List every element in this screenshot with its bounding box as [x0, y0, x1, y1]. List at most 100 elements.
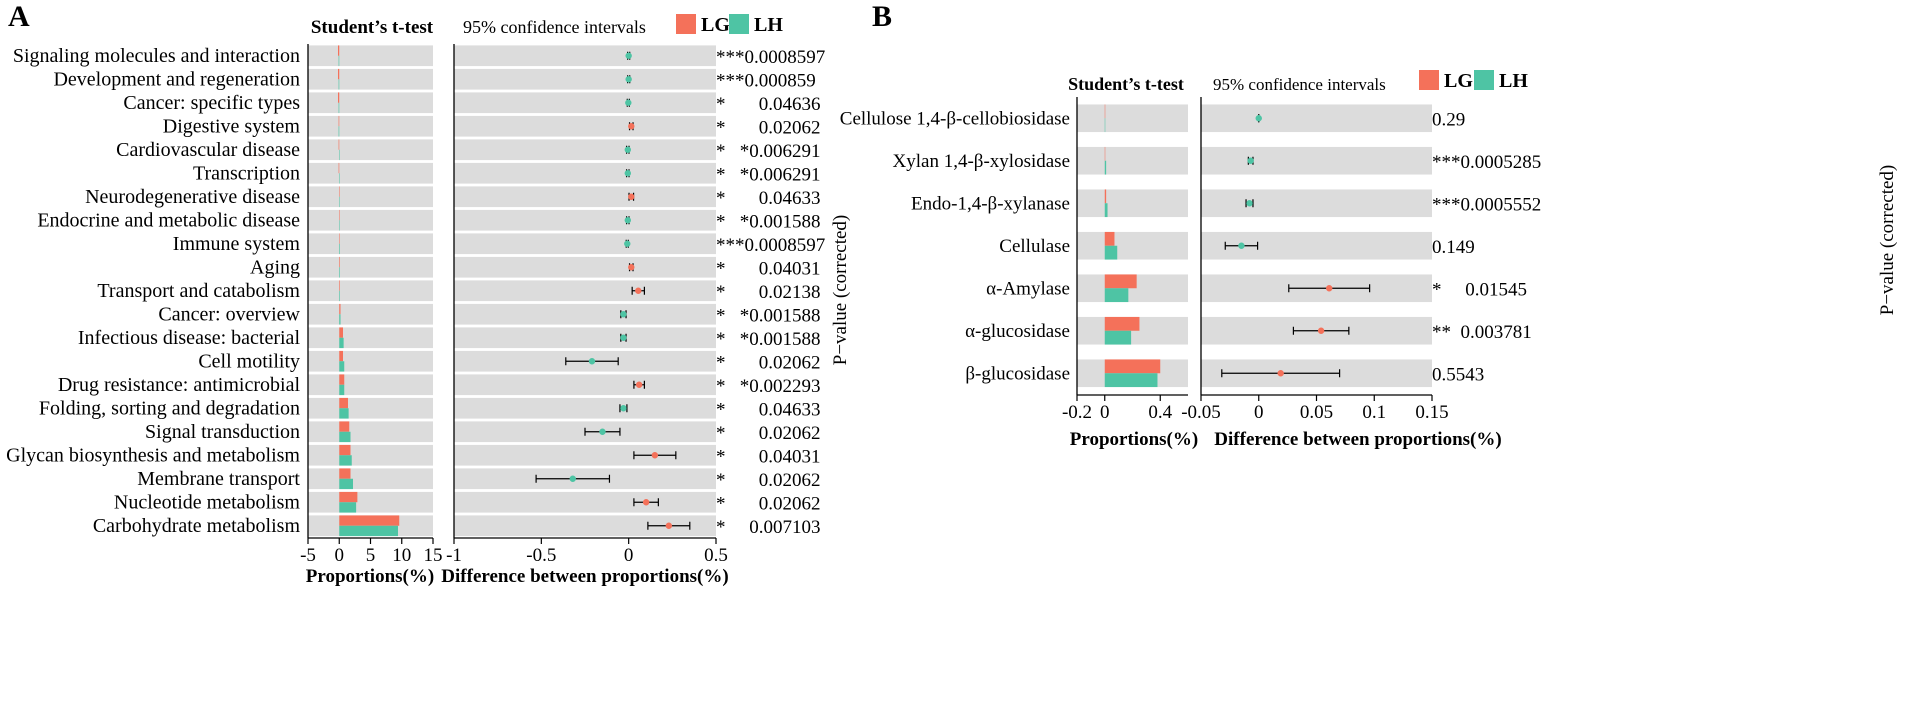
row-band-left	[308, 468, 433, 490]
bar-lg	[338, 45, 340, 56]
category-label: Cell motility	[198, 350, 300, 372]
difference-point	[625, 52, 632, 59]
p-value-label: 0.29	[1432, 109, 1465, 130]
left-tick-label: 5	[366, 545, 376, 566]
right-tick-label: 0.1	[1362, 402, 1386, 423]
p-value-label: ***0.000859	[716, 70, 816, 91]
bar-lh	[339, 478, 353, 490]
difference-point	[1247, 157, 1254, 164]
ci-title: 95% confidence intervals	[1213, 75, 1386, 94]
bar-lh	[1104, 160, 1107, 175]
bar-lg	[1104, 359, 1161, 374]
row-band-left	[1077, 146, 1188, 175]
test-title: Student’s t-test	[311, 17, 434, 38]
row-band-left	[1077, 189, 1188, 218]
row-band-right	[454, 515, 716, 537]
right-tick-label: 0	[1254, 402, 1264, 423]
difference-point	[569, 475, 576, 482]
row-band-right	[454, 45, 716, 67]
bar-lh	[338, 126, 340, 137]
bar-lh	[339, 408, 349, 419]
bar-lg	[338, 162, 340, 174]
p-value-label: 0.149	[1432, 237, 1475, 258]
difference-point	[1326, 285, 1333, 292]
ci-title: 95% confidence intervals	[463, 17, 646, 37]
difference-point	[620, 405, 627, 412]
category-label: Cardiovascular disease	[116, 139, 300, 161]
row-band-left	[308, 444, 433, 466]
p-value-label: * *0.002293	[716, 376, 821, 397]
category-label: Folding, sorting and degradation	[39, 397, 300, 419]
category-label: Cancer: overview	[158, 303, 300, 325]
row-band-left	[308, 280, 433, 302]
row-band-right	[454, 256, 716, 278]
p-value-label: * 0.04636	[716, 94, 821, 115]
category-label: Aging	[250, 256, 300, 278]
bar-lh	[338, 55, 340, 67]
p-value-label: * *0.006291	[716, 164, 821, 185]
difference-point	[620, 334, 627, 341]
category-label: Signaling molecules and interaction	[13, 45, 300, 67]
category-label: Membrane transport	[137, 468, 300, 490]
category-label: Infectious disease: bacterial	[78, 327, 301, 349]
category-label: Transcription	[193, 162, 300, 184]
row-band-right	[454, 92, 716, 114]
category-label: Signal transduction	[145, 421, 300, 443]
legend-label-lg: LG	[1444, 70, 1473, 92]
bar-lh	[339, 290, 340, 302]
category-label: Cellulose 1,4-β-cellobiosidase	[840, 108, 1070, 129]
bar-lg	[339, 209, 340, 221]
p-value-label: * *0.001588	[716, 329, 821, 350]
row-band-left	[308, 327, 433, 349]
difference-point	[628, 123, 635, 130]
panel-a: A Student’s t-test 95% confidence interval…	[6, 0, 851, 587]
difference-point	[665, 522, 673, 529]
bar-lg	[339, 350, 343, 362]
difference-point	[1277, 370, 1284, 377]
bar-lh	[339, 220, 340, 231]
p-value-label: ***0.0008597	[716, 47, 825, 68]
difference-point	[624, 240, 631, 247]
panel-label: B	[872, 0, 892, 33]
row-band-left	[308, 491, 433, 513]
p-value-label: * 0.02062	[716, 423, 821, 444]
bar-lh	[339, 173, 340, 184]
row-band-right	[1201, 146, 1432, 175]
row-band-left	[308, 92, 433, 114]
difference-point	[599, 428, 606, 435]
bar-lh	[1104, 373, 1158, 388]
p-value-label: * *0.001588	[716, 211, 821, 232]
difference-point	[588, 358, 596, 365]
left-tick-label: -5	[300, 545, 316, 566]
difference-point	[625, 99, 632, 106]
difference-point	[1317, 327, 1325, 334]
category-label: Endo-1,4-β-xylanase	[911, 193, 1070, 214]
bar-lg	[1104, 316, 1140, 331]
difference-point	[651, 452, 659, 459]
left-tick-label: 0.4	[1148, 402, 1172, 423]
row-band-left	[308, 256, 433, 278]
legend-label-lh: LH	[1499, 70, 1528, 92]
bar-lg	[339, 327, 343, 338]
row-band-right	[454, 327, 716, 349]
bar-lh	[339, 525, 398, 537]
row-band-right	[454, 303, 716, 325]
bar-lh	[339, 455, 352, 466]
difference-point	[1238, 242, 1245, 249]
p-value-label: * 0.04633	[716, 399, 821, 420]
panel-b: B Student’s t-test 95% confidence interval…	[840, 0, 1898, 450]
bar-lg	[339, 468, 351, 479]
difference-point	[624, 146, 631, 153]
right-tick-label: 0.5	[704, 545, 728, 566]
p-value-label: ***0.0005552	[1432, 194, 1541, 215]
row-band-left	[308, 139, 433, 161]
bar-lh	[1104, 203, 1108, 218]
row-band-left	[308, 374, 433, 396]
bar-lh	[338, 102, 340, 114]
p-value-label: * 0.04031	[716, 258, 821, 279]
difference-point	[1255, 115, 1262, 122]
bar-lg	[338, 68, 340, 80]
bar-lh	[339, 502, 357, 513]
row-band-left	[308, 115, 433, 137]
y-axis-label-pvalue: P−value (corrected)	[1877, 165, 1898, 316]
